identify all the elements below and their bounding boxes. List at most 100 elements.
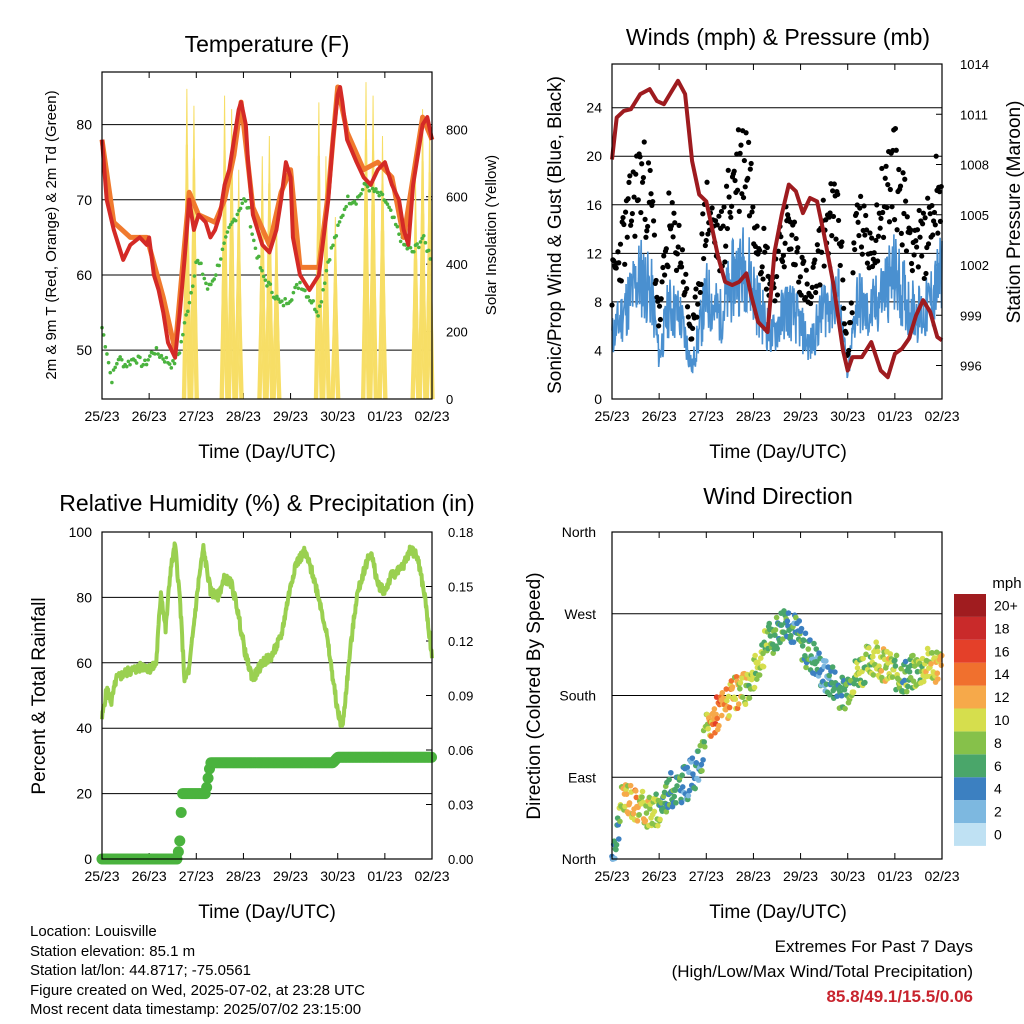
gust-point [676,222,682,228]
gust-point [666,190,672,196]
gust-point [622,209,629,215]
insolation-spike [274,312,282,400]
direction-point [866,645,872,651]
dewpoint-point [182,320,187,325]
direction-point [678,799,685,806]
direction-title: Wind Direction [703,483,853,509]
direction-ytick-label: West [564,606,596,622]
dewpoint-point [154,346,159,350]
extremes-box: Extremes For Past 7 Days (High/Low/Max W… [672,934,973,1009]
dewpoint-point [258,266,263,270]
gust-point [794,249,800,255]
gust-point [887,186,893,193]
gust-point [726,194,732,200]
gust-point [798,292,804,298]
winds-ytick-right-label: 1002 [960,258,989,273]
gust-point [775,248,781,254]
gust-point [628,218,635,224]
gust-point [698,281,704,287]
gust-point [621,221,627,228]
gust-point [680,279,686,285]
humidity-ytick-right-label: 0.15 [448,580,473,595]
dewpoint-point [148,354,152,358]
gust-point [847,319,854,326]
humidity-xtick-label: 28/23 [226,868,261,884]
gust-point [913,238,919,244]
gust-point [779,258,786,265]
gust-point [704,179,710,185]
gust-point [714,222,720,228]
direction-point [695,777,702,783]
gust-point [631,194,637,200]
gust-point [729,203,735,209]
direction-point [773,614,780,621]
gust-point [632,233,638,239]
dewpoint-point [250,232,254,236]
temperature-xtick-label: 30/23 [320,408,355,424]
direction-point [737,679,744,686]
direction-point [906,668,913,675]
direction-point [860,655,866,662]
direction-point [643,803,649,809]
dewpoint-point [336,223,340,228]
dewpoint-point [344,204,349,209]
dewpoint-point [172,361,177,366]
direction-point [875,648,881,655]
gust-point [855,219,861,225]
dewpoint-point [367,189,372,193]
gust-point [917,234,923,240]
direction-point [825,664,831,670]
gust-point [848,300,854,306]
gust-point [849,310,855,316]
dewpoint-point [360,187,365,192]
gust-point [853,210,859,217]
dewpoint-point [144,362,149,367]
extremes-title: Extremes For Past 7 Days [774,937,973,956]
station-info: Location: Louisville Station elevation: … [30,922,365,1020]
gust-point [700,211,706,217]
gust-point [661,253,667,259]
gust-point [837,262,843,269]
gust-point [670,234,676,240]
insolation-spike [380,278,388,400]
gust-point [638,209,644,216]
gust-point [697,289,703,296]
direction-point [802,630,809,637]
direction-point [639,788,646,795]
gust-point [796,279,802,285]
direction-point [832,669,838,675]
gust-point [840,277,846,283]
dewpoint-point [392,215,396,220]
dewpoint-point [171,359,175,363]
humidity-ytick-right-label: 0.09 [448,689,473,704]
temperature-ytick-right-label: 200 [446,325,468,340]
gust-point [669,199,675,206]
direction-point [699,767,705,774]
direction-ytick-label: North [562,851,596,867]
gust-point [829,233,835,239]
gust-point [774,273,780,280]
dewpoint-point [342,207,347,212]
gust-point [891,217,898,223]
dewpoint-point [417,245,421,250]
winds-ytick-right-label: 996 [960,359,982,374]
dewpoint-point [138,355,142,360]
humidity-ytick-label: 80 [76,589,92,605]
dewpoint-point [113,365,117,370]
dewpoint-point [159,353,164,358]
direction-point [679,772,685,779]
direction-point [634,818,641,824]
gust-point [705,231,711,237]
dewpoint-point [228,222,233,227]
direction-point [708,733,714,739]
dewpoint-point [116,357,121,362]
gust-point [699,231,705,237]
gust-point [679,247,686,253]
gust-point [858,193,864,200]
gust-point [911,252,917,258]
gust-point [693,286,699,292]
winds-ytick-label: 16 [586,197,602,213]
temperature-ytick-label: 80 [76,117,92,133]
winds-plot-border [611,63,943,400]
gust-point [835,191,841,197]
